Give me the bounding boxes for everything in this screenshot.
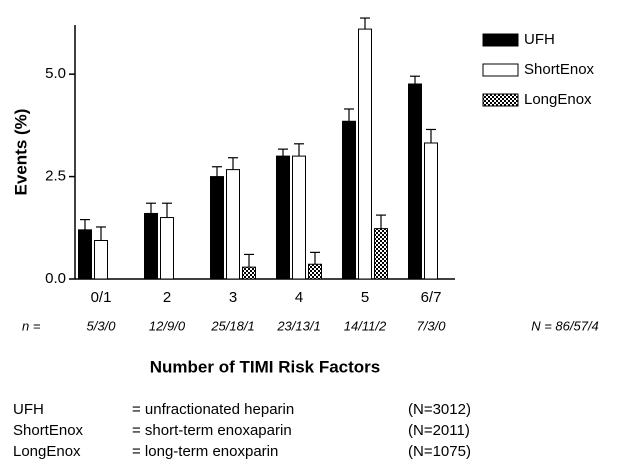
bar	[424, 142, 438, 280]
bar	[144, 212, 158, 280]
definition-cell: (N=3012)	[408, 401, 471, 418]
definition-cell: UFH	[13, 401, 44, 418]
error-bar	[244, 253, 254, 268]
x-tick-label: 2	[163, 289, 171, 306]
error-bar	[376, 214, 386, 229]
n-value: 25/18/1	[210, 318, 254, 333]
error-bar	[294, 143, 304, 157]
bar	[292, 155, 306, 280]
bar	[210, 176, 224, 280]
error-bar	[162, 202, 172, 218]
error-bar	[344, 108, 354, 122]
definition-cell: (N=2011)	[408, 422, 470, 439]
y-tick-label: 0.0	[45, 270, 66, 287]
error-bar	[80, 218, 90, 230]
legend-label: LongEnox	[524, 91, 592, 108]
n-value: 14/11/2	[344, 318, 387, 333]
y-tick-label: 5.0	[45, 65, 66, 82]
y-axis-label: Events (%)	[11, 109, 30, 196]
bar	[242, 266, 256, 280]
definition-cell: = long-term enoxparin	[132, 443, 278, 460]
bar	[94, 239, 108, 280]
bar	[358, 28, 372, 280]
error-bar	[228, 157, 238, 170]
x-tick-label: 6/7	[421, 289, 442, 306]
error-bar	[278, 148, 288, 157]
error-bar	[310, 251, 320, 265]
bar	[276, 155, 290, 280]
bar	[308, 263, 322, 280]
n-value: 7/3/0	[417, 318, 447, 333]
bar	[78, 229, 92, 280]
n-value: 12/9/0	[149, 318, 186, 333]
definition-cell: (N=1075)	[408, 443, 471, 460]
definition-cell: = unfractionated heparin	[132, 401, 294, 418]
bar	[226, 169, 240, 280]
x-tick-label: 5	[361, 289, 369, 306]
bar	[342, 120, 356, 280]
n-value: 23/13/1	[276, 318, 320, 333]
n-value: 5/3/0	[87, 318, 117, 333]
error-bar	[360, 17, 370, 30]
x-tick-label: 3	[229, 289, 237, 306]
definition-cell: ShortEnox	[13, 422, 84, 439]
definition-cell: = short-term enoxaparin	[132, 422, 292, 439]
bar	[160, 217, 174, 280]
legend-label: ShortEnox	[524, 61, 595, 78]
definition-cell: LongEnox	[13, 443, 81, 460]
error-bar	[410, 75, 420, 84]
legend-swatch	[482, 63, 519, 77]
legend-swatch	[482, 33, 519, 47]
x-tick-label: 0/1	[91, 289, 112, 306]
error-bar	[426, 128, 436, 143]
legend-swatch	[482, 93, 519, 107]
legend-label: UFH	[524, 31, 555, 48]
y-tick-label: 2.5	[45, 168, 66, 185]
error-bar	[146, 202, 156, 214]
error-bar	[212, 166, 222, 177]
total-label: N = 86/57/4	[531, 318, 599, 333]
bar	[408, 83, 422, 280]
error-bar	[96, 226, 106, 241]
x-tick-label: 4	[295, 289, 303, 306]
n-label: n =	[22, 318, 41, 333]
x-axis-label: Number of TIMI Risk Factors	[150, 357, 380, 376]
bar	[374, 228, 388, 280]
